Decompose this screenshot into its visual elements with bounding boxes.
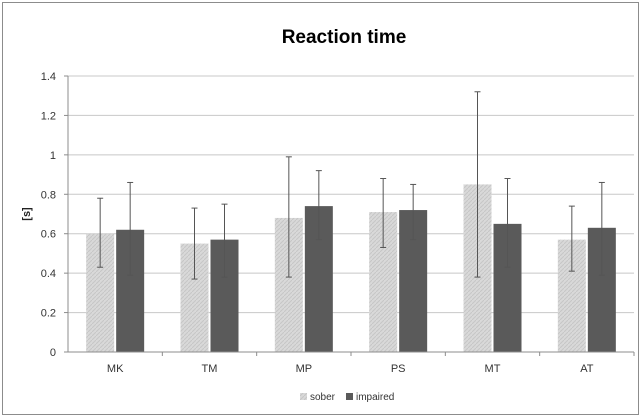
y-tick-label: 0.4 bbox=[41, 268, 56, 280]
y-tick-label: 0.8 bbox=[41, 189, 56, 201]
legend: sober impaired bbox=[300, 392, 394, 403]
x-tick-label: TM bbox=[202, 363, 218, 375]
bars bbox=[86, 184, 616, 352]
y-axis-label: [s] bbox=[21, 207, 33, 221]
x-tick-label: MT bbox=[485, 363, 501, 375]
x-tick-label: MP bbox=[296, 363, 313, 375]
y-tick-label: 1.2 bbox=[41, 110, 56, 122]
legend-swatch-impaired bbox=[346, 393, 353, 400]
y-tick-label: 1.4 bbox=[41, 71, 56, 83]
y-tick-label: 1 bbox=[50, 150, 56, 162]
x-tick-label: AT bbox=[580, 363, 594, 375]
grid-lines bbox=[68, 75, 634, 314]
legend-label-sober: sober bbox=[310, 392, 336, 403]
error-bars bbox=[97, 91, 605, 280]
y-tick-label: 0.6 bbox=[41, 229, 56, 241]
chart-title: Reaction time bbox=[282, 27, 407, 48]
axes: 0 0.2 0.4 0.6 0.8 1 1.2 1.4 MK TM MP PS MT AT bbox=[41, 71, 635, 375]
x-tick-label: MK bbox=[107, 363, 124, 375]
legend-label-impaired: impaired bbox=[356, 392, 394, 403]
legend-swatch-sober bbox=[300, 393, 307, 400]
y-tick-label: 0.2 bbox=[41, 308, 56, 320]
x-tick-label: PS bbox=[391, 363, 406, 375]
y-tick-label: 0 bbox=[50, 347, 56, 359]
